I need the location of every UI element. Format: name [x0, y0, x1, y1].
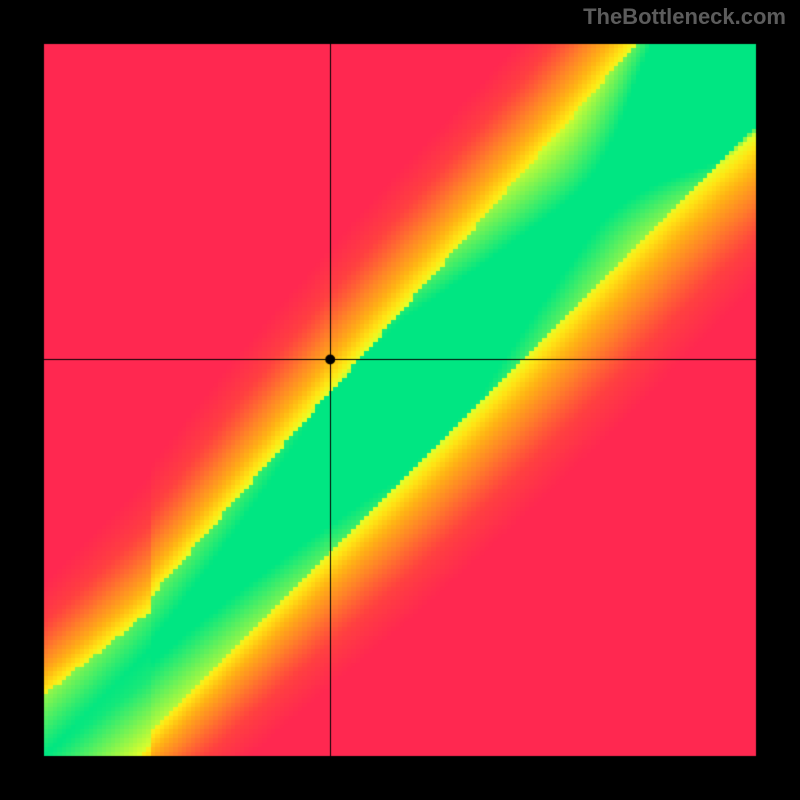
chart-container: { "watermark": { "text": "TheBottleneck.… [0, 0, 800, 800]
watermark-text: TheBottleneck.com [583, 4, 786, 30]
bottleneck-heatmap [0, 0, 800, 800]
